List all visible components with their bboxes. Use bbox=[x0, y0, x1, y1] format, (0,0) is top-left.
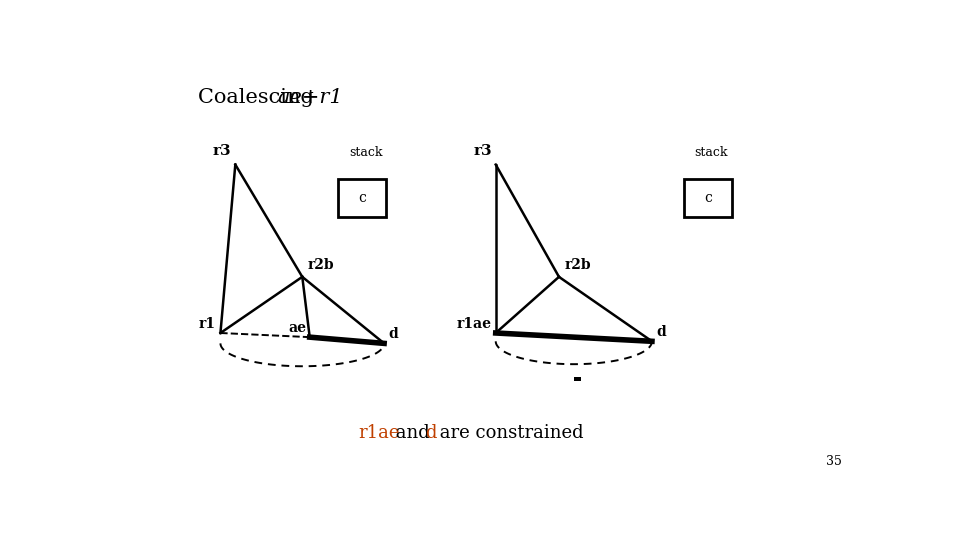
Text: ae: ae bbox=[288, 321, 306, 335]
Text: d: d bbox=[389, 327, 398, 341]
Bar bbox=[574, 377, 581, 381]
Text: 35: 35 bbox=[826, 455, 842, 468]
Text: d: d bbox=[425, 424, 437, 442]
Text: Coalescing: Coalescing bbox=[198, 87, 321, 107]
Bar bbox=[338, 179, 386, 217]
Text: r1: r1 bbox=[199, 317, 216, 331]
Text: d: d bbox=[657, 325, 666, 339]
Text: r1ae: r1ae bbox=[456, 317, 492, 331]
Text: are constrained: are constrained bbox=[435, 424, 584, 442]
Text: stack: stack bbox=[348, 146, 382, 159]
Text: c: c bbox=[704, 191, 711, 205]
Text: r3: r3 bbox=[213, 144, 231, 158]
Text: r2b: r2b bbox=[564, 258, 590, 272]
Text: and: and bbox=[391, 424, 436, 442]
Text: c: c bbox=[358, 191, 366, 205]
Text: r2b: r2b bbox=[307, 258, 334, 272]
Text: ae+r1: ae+r1 bbox=[277, 87, 344, 107]
Text: r3: r3 bbox=[473, 144, 492, 158]
Text: r1ae: r1ae bbox=[358, 424, 399, 442]
Bar bbox=[684, 179, 732, 217]
Text: stack: stack bbox=[695, 146, 729, 159]
